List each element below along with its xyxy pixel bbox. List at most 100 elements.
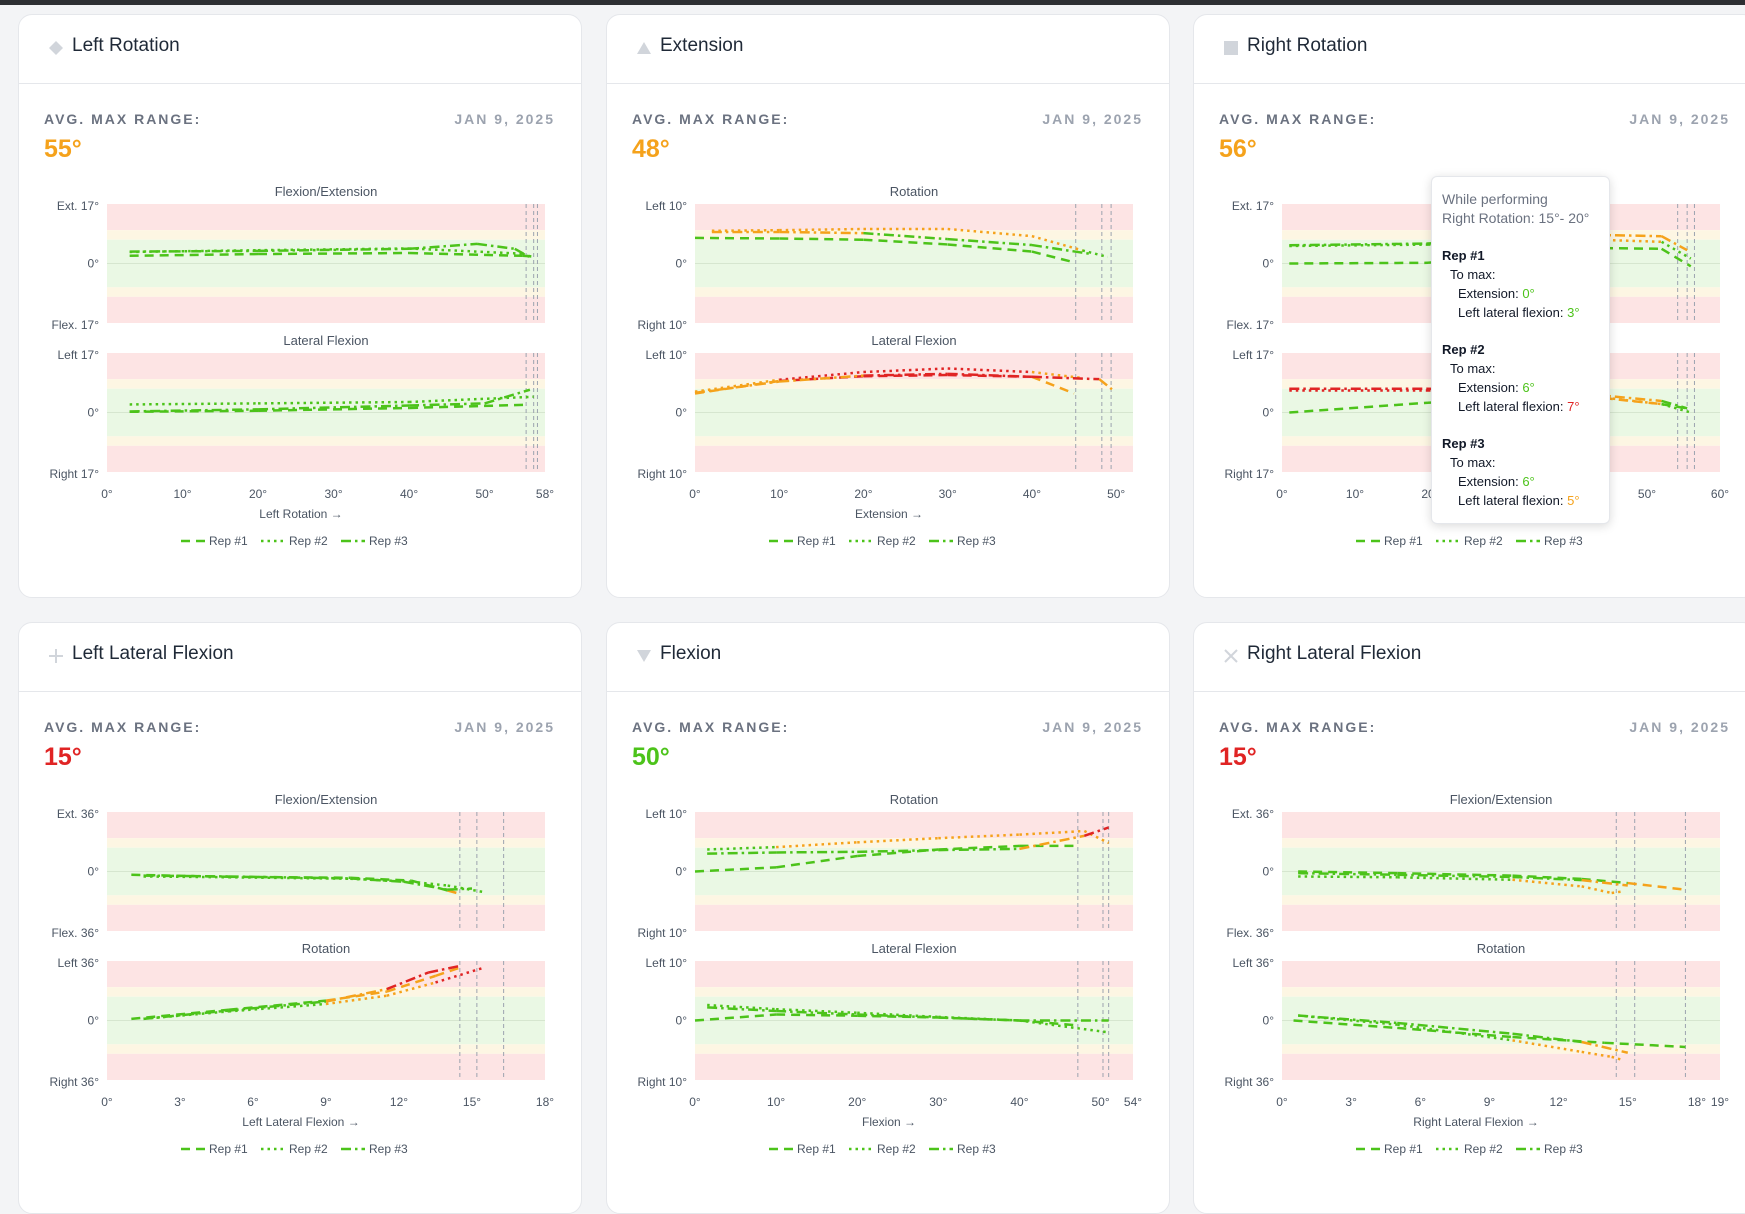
x-tick-label: 50°	[476, 487, 494, 501]
x-tick-label: 54°	[1124, 1095, 1142, 1109]
series-rep-3-segment	[1031, 243, 1092, 256]
y-tick-label: 0°	[676, 257, 688, 271]
y-tick-label: 0°	[88, 1014, 100, 1028]
avg-max-range-value: 50°	[632, 743, 670, 771]
legend-label-rep-3[interactable]: Rep #3	[957, 534, 996, 548]
session-date: JAN 9, 2025	[1042, 111, 1143, 127]
series-rep-2-segment	[776, 841, 858, 849]
series-rep-2-segment	[857, 1011, 939, 1019]
y-tick-label: 0°	[1263, 1014, 1275, 1028]
tooltip-rep3-ext-value: 6°	[1522, 474, 1535, 489]
series-rep-3-segment	[863, 372, 948, 377]
y-tick-label: Right 36°	[50, 1075, 100, 1089]
series-rep-3-segment	[1397, 1021, 1513, 1035]
legend-label-rep-3[interactable]: Rep #3	[1544, 534, 1583, 548]
series-rep-3-segment	[514, 247, 531, 259]
panel-title: Flexion/Extension	[1450, 792, 1553, 807]
tooltip-rep2-lat-value: 7°	[1567, 399, 1580, 414]
x-tick-label: 10°	[1346, 487, 1364, 501]
card-title: Flexion	[660, 643, 722, 664]
legend-label-rep-3[interactable]: Rep #3	[1544, 1142, 1583, 1156]
avg-max-range-label: AVG. MAX RANGE:	[44, 111, 202, 127]
legend-label-rep-2[interactable]: Rep #2	[1464, 534, 1503, 548]
x-tick-label: 20°	[249, 487, 267, 501]
tooltip-rep3-ext-label: Extension:	[1458, 474, 1519, 489]
y-tick-label: Right 36°	[1225, 1075, 1275, 1089]
x-axis-label: Right Lateral Flexion →	[1413, 1115, 1538, 1129]
legend-label-rep-1[interactable]: Rep #1	[209, 1142, 248, 1156]
series-rep-3-segment	[1661, 399, 1688, 410]
x-tick-label: 10°	[767, 1095, 785, 1109]
legend-label-rep-2[interactable]: Rep #2	[877, 534, 916, 548]
legend-label-rep-2[interactable]: Rep #2	[289, 534, 328, 548]
series-rep-1-segment	[447, 889, 461, 896]
series-rep-2-segment	[857, 836, 939, 844]
legend-label-rep-2[interactable]: Rep #2	[877, 1142, 916, 1156]
range-zone	[695, 296, 1133, 323]
series-rep-3-segment	[1581, 878, 1628, 887]
range-zone	[695, 961, 1133, 988]
series-rep-2-segment	[1661, 402, 1692, 414]
range-zone	[107, 204, 545, 231]
y-tick-label: Flex. 17°	[1227, 318, 1275, 332]
legend-label-rep-3[interactable]: Rep #3	[369, 534, 408, 548]
x-tick-label: 40°	[1023, 487, 1041, 501]
series-rep-3-segment	[1298, 871, 1398, 877]
panel-title: Rotation	[1477, 941, 1525, 956]
legend-label-rep-3[interactable]: Rep #3	[369, 1142, 408, 1156]
x-tick-label: 12°	[390, 1095, 408, 1109]
series-rep-1-segment	[435, 966, 461, 978]
card-flexion: Flexion AVG. MAX RANGE: JAN 9, 2025 50° Rota…	[606, 622, 1170, 1214]
card-header: Left Rotation	[19, 15, 581, 84]
series-rep-2-segment	[1031, 234, 1083, 252]
legend-label-rep-2[interactable]: Rep #2	[289, 1142, 328, 1156]
avg-max-range-label: AVG. MAX RANGE:	[632, 719, 790, 735]
x-tick-label: 0°	[689, 487, 701, 501]
range-zone	[107, 1053, 545, 1080]
series-rep-1-segment	[1031, 250, 1075, 264]
series-rep-2-segment	[1031, 370, 1083, 380]
range-chart: Flexion/Extension Ext. 36° 0° Flex. 36° Rota…	[1225, 792, 1730, 1156]
y-tick-label: 0°	[88, 865, 100, 879]
series-rep-1-segment	[325, 990, 388, 1002]
x-tick-label: 15°	[463, 1095, 481, 1109]
tooltip-title-line2: Right Rotation: 15°- 20°	[1442, 210, 1590, 226]
series-rep-3-segment	[857, 1013, 939, 1019]
series-rep-1-segment	[938, 844, 1020, 851]
series-rep-1-segment	[1604, 1041, 1686, 1049]
y-tick-label: Right 17°	[1225, 467, 1275, 481]
range-zone	[107, 961, 545, 988]
card-header: Left Lateral Flexion	[19, 623, 581, 692]
legend-label-rep-1[interactable]: Rep #1	[1384, 1142, 1423, 1156]
card-title: Left Rotation	[72, 35, 180, 56]
series-rep-1-segment	[1581, 877, 1628, 885]
series-rep-1-segment	[1397, 871, 1513, 877]
series-rep-3-segment	[707, 1006, 777, 1013]
legend-label-rep-1[interactable]: Rep #1	[797, 534, 836, 548]
series-rep-3-segment	[408, 242, 478, 251]
series-rep-3-segment	[947, 372, 1032, 379]
series-rep-2-segment	[1660, 240, 1692, 260]
series-rep-3-segment	[476, 242, 515, 251]
series-rep-1-segment	[1289, 401, 1429, 414]
y-tick-label: 0°	[1263, 257, 1275, 271]
legend-label-rep-1[interactable]: Rep #1	[209, 534, 248, 548]
legend-label-rep-1[interactable]: Rep #1	[1384, 534, 1423, 548]
range-zone	[695, 436, 1133, 446]
range-zone	[695, 445, 1133, 472]
series-rep-3-segment	[857, 848, 939, 854]
series-rep-1-segment	[1397, 1026, 1513, 1039]
series-rep-3-segment	[1512, 1032, 1582, 1044]
range-zone	[1282, 904, 1720, 931]
series-rep-2-segment	[1581, 1050, 1612, 1059]
session-date: JAN 9, 2025	[1042, 719, 1143, 735]
legend-label-rep-1[interactable]: Rep #1	[797, 1142, 836, 1156]
y-tick-label: 0°	[676, 1014, 688, 1028]
avg-max-range-value: 15°	[1219, 743, 1257, 771]
series-rep-1-segment	[258, 406, 410, 412]
y-tick-label: Right 10°	[638, 318, 688, 332]
range-zone	[107, 353, 545, 380]
legend-label-rep-3[interactable]: Rep #3	[957, 1142, 996, 1156]
card-right-lateral-flexion: Right Lateral Flexion AVG. MAX RANGE: JAN …	[1193, 622, 1745, 1214]
legend-label-rep-2[interactable]: Rep #2	[1464, 1142, 1503, 1156]
